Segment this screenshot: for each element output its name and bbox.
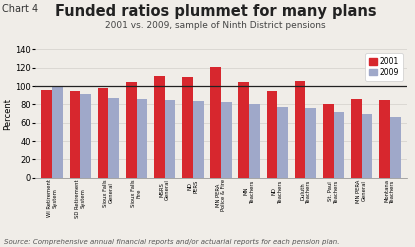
Text: 2001 vs. 2009, sample of Ninth District pensions: 2001 vs. 2009, sample of Ninth District … <box>105 21 326 30</box>
Bar <box>221 102 232 178</box>
Bar <box>137 99 147 178</box>
Y-axis label: Percent: Percent <box>4 98 12 130</box>
Bar <box>266 91 277 178</box>
Bar <box>182 77 193 178</box>
Bar <box>305 108 316 178</box>
Bar <box>351 99 362 178</box>
Bar <box>52 87 63 178</box>
Bar <box>362 114 372 178</box>
Text: Source: Comprehensive annual financial reports and/or actuarial reports for each: Source: Comprehensive annual financial r… <box>4 238 339 245</box>
Bar <box>295 81 305 178</box>
Bar <box>154 76 165 178</box>
Bar <box>126 82 137 178</box>
Bar <box>193 101 203 178</box>
Bar <box>210 67 221 178</box>
Text: Funded ratios plummet for many plans: Funded ratios plummet for many plans <box>55 4 377 19</box>
Bar <box>70 91 80 178</box>
Bar <box>239 82 249 178</box>
Bar <box>80 94 91 178</box>
Bar <box>249 103 260 178</box>
Legend: 2001, 2009: 2001, 2009 <box>365 53 403 81</box>
Bar <box>165 100 176 178</box>
Bar <box>323 103 334 178</box>
Bar <box>379 100 390 178</box>
Bar <box>334 112 344 178</box>
Bar <box>98 88 108 178</box>
Bar <box>277 107 288 178</box>
Bar <box>390 117 400 178</box>
Bar <box>108 98 119 178</box>
Text: Chart 4: Chart 4 <box>2 4 38 14</box>
Bar <box>42 90 52 178</box>
